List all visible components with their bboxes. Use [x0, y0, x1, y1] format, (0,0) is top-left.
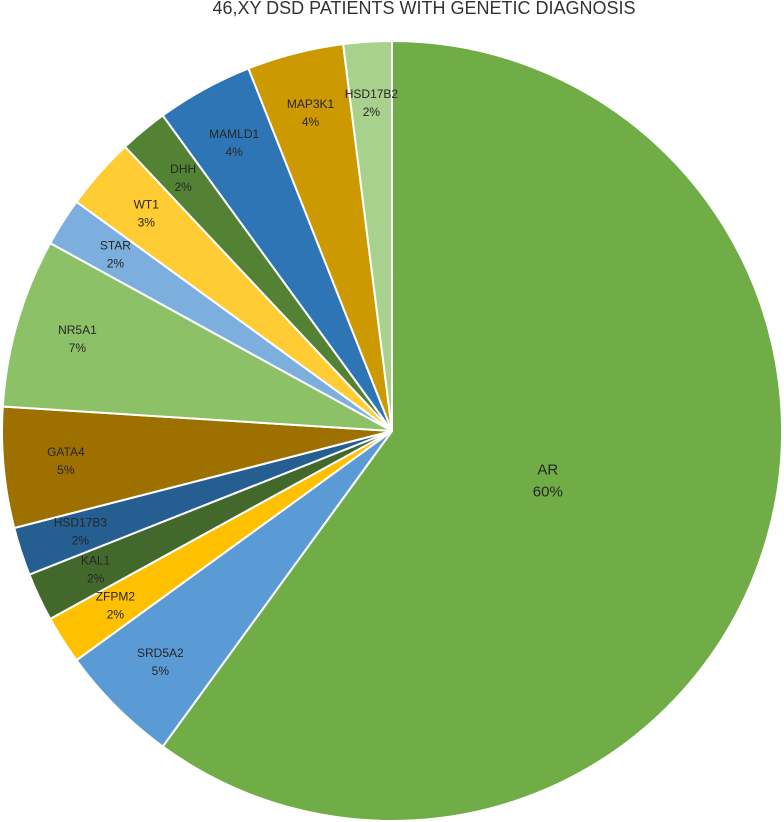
slice-value-label: 3% — [138, 216, 156, 230]
slice-label: MAMLD1 — [209, 127, 259, 141]
slice-value-label: 4% — [302, 115, 320, 129]
slice-value-label: 2% — [363, 105, 381, 119]
slice-label: HSD17B2 — [345, 87, 399, 101]
slice-value-label: 4% — [226, 145, 244, 159]
slice-value-label: 2% — [175, 180, 193, 194]
slice-value-label: 2% — [107, 608, 125, 622]
slice-value-label: 5% — [57, 463, 75, 477]
slice-label: WT1 — [134, 198, 160, 212]
slice-value-label: 5% — [152, 664, 170, 678]
pie-slice — [161, 39, 783, 822]
slice-value-label: 2% — [107, 257, 125, 271]
slice-label: ZFPM2 — [96, 590, 136, 604]
pie-slice — [342, 39, 393, 432]
slice-label: GATA4 — [47, 445, 85, 459]
slice-label: STAR — [100, 239, 131, 253]
chart-title: 46,XY DSD PATIENTS WITH GENETIC DIAGNOSI… — [212, 0, 635, 18]
slice-label: AR — [537, 462, 558, 479]
slice-label: KAL1 — [81, 554, 111, 568]
pie-slice — [1, 241, 393, 432]
slice-label: DHH — [170, 162, 196, 176]
slice-label: HSD17B3 — [54, 515, 108, 529]
slice-value-label: 2% — [72, 533, 90, 547]
slice-value-label: 60% — [533, 484, 563, 501]
slice-label: NR5A1 — [58, 323, 97, 337]
slice-label: MAP3K1 — [287, 97, 335, 111]
slice-label: SRD5A2 — [137, 646, 184, 660]
slice-value-label: 2% — [87, 572, 105, 586]
slice-value-label: 7% — [69, 341, 87, 355]
